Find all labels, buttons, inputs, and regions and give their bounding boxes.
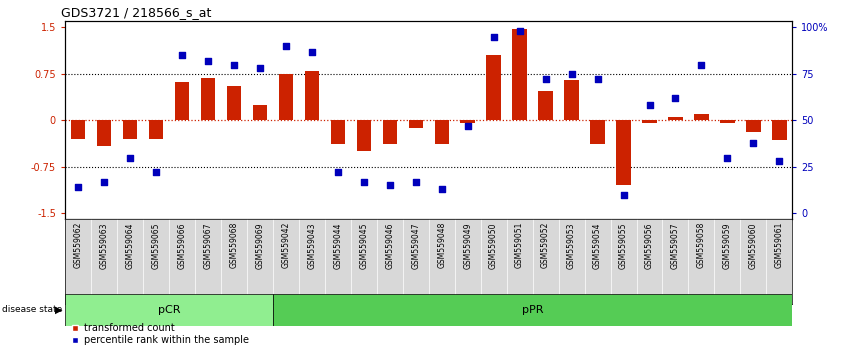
Bar (539, 91, 553, 120)
Text: GSM559045: GSM559045 (359, 222, 368, 269)
Point (746, 140, 760, 145)
Point (305, 49, 319, 55)
Text: GSM559069: GSM559069 (255, 222, 264, 269)
Bar (513, 29, 527, 120)
Bar (273, 294, 792, 326)
Text: GSM559051: GSM559051 (515, 222, 524, 268)
Point (383, 183, 397, 188)
Bar (383, 120, 397, 144)
Point (695, 62, 708, 68)
Bar (97, 120, 111, 147)
Bar (201, 78, 215, 120)
Point (643, 103, 656, 108)
Point (721, 155, 734, 160)
Text: GSM559047: GSM559047 (411, 222, 420, 269)
Bar (669, 117, 682, 120)
Bar (227, 86, 241, 120)
Legend: transformed count, percentile rank within the sample: transformed count, percentile rank withi… (70, 324, 249, 346)
Point (201, 58, 215, 64)
Point (123, 155, 137, 160)
Bar (123, 120, 137, 139)
Text: GSM559046: GSM559046 (385, 222, 394, 269)
Bar (487, 55, 501, 120)
Text: GSM559043: GSM559043 (307, 222, 316, 269)
Point (175, 52, 189, 58)
Text: GSM559061: GSM559061 (775, 222, 784, 268)
Text: GSM559059: GSM559059 (723, 222, 732, 269)
Text: ▶: ▶ (55, 305, 62, 315)
Text: GDS3721 / 218566_s_at: GDS3721 / 218566_s_at (61, 6, 211, 19)
Text: GSM559057: GSM559057 (671, 222, 680, 269)
Text: GSM559054: GSM559054 (593, 222, 602, 269)
Point (669, 95, 682, 101)
Text: GSM559063: GSM559063 (100, 222, 108, 269)
Bar (71, 120, 85, 139)
Text: GSM559056: GSM559056 (645, 222, 654, 269)
Point (253, 65, 267, 71)
Point (149, 170, 163, 175)
Text: pCR: pCR (158, 305, 180, 315)
Text: GSM559049: GSM559049 (463, 222, 472, 269)
Text: GSM559062: GSM559062 (74, 222, 82, 268)
Text: GSM559052: GSM559052 (541, 222, 550, 268)
Text: GSM559066: GSM559066 (178, 222, 186, 269)
Bar (772, 120, 786, 140)
Point (772, 159, 786, 164)
Point (357, 179, 371, 184)
Point (279, 43, 293, 49)
Point (539, 77, 553, 82)
Bar (279, 74, 293, 120)
Bar (721, 120, 734, 124)
Point (331, 170, 345, 175)
Bar (435, 120, 449, 144)
Text: GSM559064: GSM559064 (126, 222, 134, 269)
Bar (695, 114, 708, 120)
Text: GSM559044: GSM559044 (333, 222, 342, 269)
Text: GSM559042: GSM559042 (281, 222, 290, 268)
Text: GSM559048: GSM559048 (437, 222, 446, 268)
Bar (149, 120, 163, 139)
Bar (305, 71, 319, 120)
Bar (253, 105, 267, 120)
Point (71, 184, 85, 190)
Point (513, 28, 527, 34)
Text: GSM559068: GSM559068 (229, 222, 238, 268)
Text: pPR: pPR (522, 305, 543, 315)
Point (409, 179, 423, 184)
Text: GSM559065: GSM559065 (152, 222, 160, 269)
Text: disease state: disease state (2, 305, 62, 314)
Point (97, 179, 111, 184)
Bar (746, 120, 760, 132)
Bar (409, 120, 423, 128)
Point (461, 123, 475, 129)
Text: GSM559050: GSM559050 (489, 222, 498, 269)
Point (591, 77, 604, 82)
Bar (65, 294, 273, 326)
Bar (617, 120, 630, 185)
Point (435, 186, 449, 192)
Text: GSM559060: GSM559060 (749, 222, 758, 269)
Point (617, 192, 630, 198)
Bar (331, 120, 345, 144)
Bar (591, 120, 604, 144)
Point (565, 71, 578, 77)
Bar (175, 82, 189, 120)
Bar (357, 120, 371, 152)
Point (227, 62, 241, 68)
Point (487, 34, 501, 40)
Bar (643, 120, 656, 124)
Text: GSM559067: GSM559067 (204, 222, 212, 269)
Bar (565, 80, 578, 120)
Text: GSM559053: GSM559053 (567, 222, 576, 269)
Bar (461, 120, 475, 124)
Text: GSM559058: GSM559058 (697, 222, 706, 268)
Text: GSM559055: GSM559055 (619, 222, 628, 269)
